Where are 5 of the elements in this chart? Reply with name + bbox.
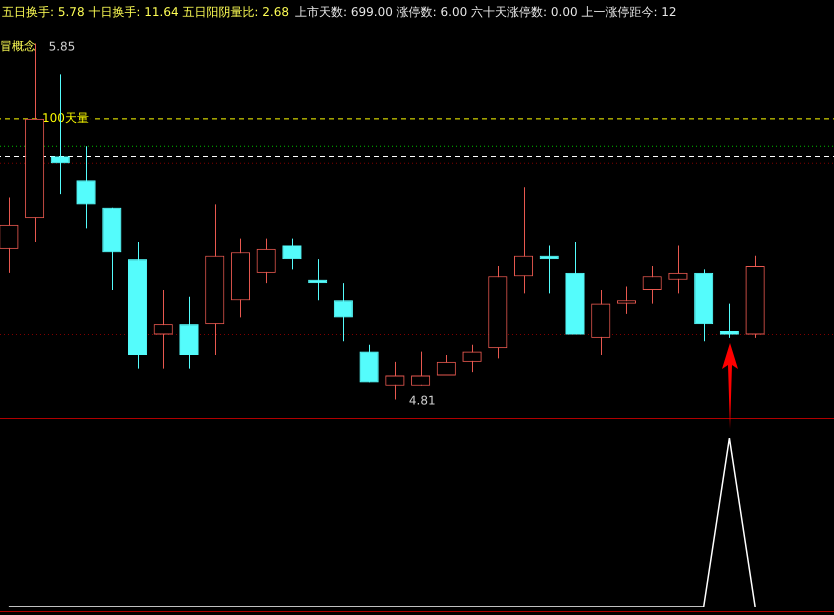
text: 5.85 (48, 40, 76, 54)
text: 4.81 (408, 394, 436, 408)
chart-subtitle: 上市天数: 699.00 涨停数: 6.00 六十天涨停数: 0.00 上一涨停距今: 12 (295, 5, 677, 19)
annotation: 冒概念 (0, 38, 36, 55)
chart-title: 五日换手: 5.78 十日换手: 11.64 五日阳阴量比: 2.68 (2, 5, 289, 19)
